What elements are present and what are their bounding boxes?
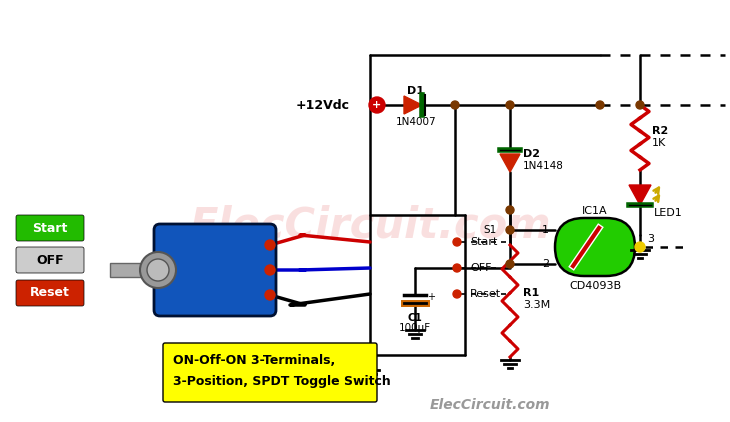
Text: C1: C1 bbox=[407, 313, 423, 323]
Circle shape bbox=[265, 240, 275, 250]
Circle shape bbox=[140, 252, 176, 288]
Polygon shape bbox=[500, 154, 520, 172]
Text: 3-Position, SPDT Toggle Switch: 3-Position, SPDT Toggle Switch bbox=[173, 374, 391, 387]
Circle shape bbox=[596, 101, 604, 109]
Text: LED1: LED1 bbox=[654, 208, 683, 218]
Text: +: + bbox=[427, 292, 435, 302]
Text: 1N4007: 1N4007 bbox=[396, 117, 437, 127]
Text: D2: D2 bbox=[523, 149, 540, 159]
Text: ElecCircuit.com: ElecCircuit.com bbox=[430, 398, 550, 412]
Text: IC1A: IC1A bbox=[583, 206, 608, 216]
Text: +: + bbox=[372, 100, 382, 110]
Circle shape bbox=[369, 97, 385, 113]
Text: OFF: OFF bbox=[470, 263, 491, 273]
Polygon shape bbox=[404, 96, 422, 114]
Circle shape bbox=[506, 260, 514, 268]
FancyBboxPatch shape bbox=[555, 218, 635, 276]
Text: S1: S1 bbox=[483, 225, 496, 235]
Text: 1K: 1K bbox=[652, 138, 666, 148]
Circle shape bbox=[635, 242, 645, 252]
Circle shape bbox=[453, 264, 461, 272]
Text: 3.3M: 3.3M bbox=[523, 300, 550, 310]
FancyBboxPatch shape bbox=[16, 280, 84, 306]
Text: Start: Start bbox=[32, 222, 68, 235]
FancyBboxPatch shape bbox=[16, 247, 84, 273]
Text: Reset: Reset bbox=[470, 289, 501, 299]
Circle shape bbox=[265, 265, 275, 275]
Text: D1: D1 bbox=[407, 86, 425, 96]
Text: R2: R2 bbox=[652, 126, 668, 136]
Circle shape bbox=[506, 206, 514, 214]
Circle shape bbox=[453, 238, 461, 246]
Bar bbox=[110, 263, 165, 277]
Text: R1: R1 bbox=[523, 288, 539, 298]
Text: +12Vdc: +12Vdc bbox=[296, 98, 350, 111]
Circle shape bbox=[451, 101, 459, 109]
Text: 100μF: 100μF bbox=[399, 323, 431, 333]
Circle shape bbox=[506, 101, 514, 109]
Circle shape bbox=[636, 101, 644, 109]
Text: ElecCircuit.com: ElecCircuit.com bbox=[189, 204, 551, 246]
Text: ON-Off-ON 3-Terminals,: ON-Off-ON 3-Terminals, bbox=[173, 354, 335, 368]
Text: 1: 1 bbox=[542, 225, 549, 235]
Circle shape bbox=[453, 290, 461, 298]
Text: Start: Start bbox=[470, 237, 497, 247]
Circle shape bbox=[265, 290, 275, 300]
Circle shape bbox=[147, 259, 169, 281]
Text: 1N4148: 1N4148 bbox=[523, 161, 564, 171]
FancyBboxPatch shape bbox=[163, 343, 377, 402]
FancyBboxPatch shape bbox=[154, 224, 276, 316]
Circle shape bbox=[506, 226, 514, 234]
Text: OFF: OFF bbox=[36, 254, 64, 267]
FancyBboxPatch shape bbox=[16, 215, 84, 241]
Text: 2: 2 bbox=[542, 259, 549, 269]
Text: Reset: Reset bbox=[30, 287, 70, 300]
Text: CD4093B: CD4093B bbox=[569, 281, 621, 291]
Polygon shape bbox=[629, 185, 651, 205]
Text: 3: 3 bbox=[647, 234, 654, 244]
